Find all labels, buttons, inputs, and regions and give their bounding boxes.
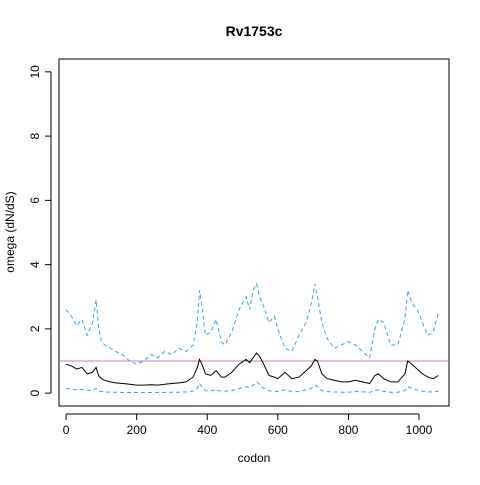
plot-area: 0 200 400 600 800 1000 0 2 4 6 8 10 (28, 58, 450, 437)
plot-frame (58, 58, 450, 407)
chart-title: Rv1753c (226, 23, 283, 39)
y-tick-label: 4 (28, 261, 42, 268)
x-axis-label: codon (238, 451, 271, 465)
x-tick-label: 800 (338, 423, 358, 437)
series-line-lower-dashed (66, 381, 439, 393)
x-tick-label: 600 (268, 423, 288, 437)
x-tick-label: 400 (197, 423, 217, 437)
x-tick-label: 200 (127, 423, 147, 437)
x-tick-label: 0 (63, 423, 70, 437)
y-tick-label: 10 (28, 65, 42, 79)
y-tick-label: 6 (28, 197, 42, 204)
series-line-upper-dashed (65, 282, 439, 365)
y-tick-label: 8 (28, 132, 42, 139)
y-tick-label: 0 (28, 389, 42, 396)
series-line-estimate-solid (65, 352, 439, 386)
x-tick-label: 1000 (406, 423, 433, 437)
y-axis-label: omega (dN/dS) (3, 191, 17, 272)
y-tick-label: 2 (28, 325, 42, 332)
